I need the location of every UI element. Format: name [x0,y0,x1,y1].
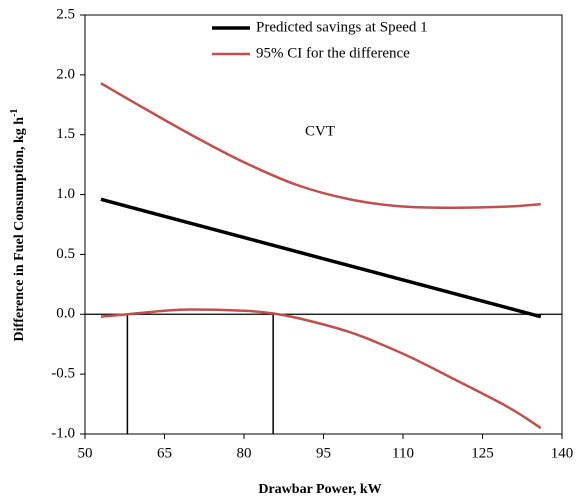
legend-label: 95% CI for the difference [256,45,410,61]
plot-frame [84,14,563,435]
x-tick-label: 125 [471,445,494,461]
x-axis-label: Drawbar Power, kW [258,482,381,497]
x-tick-label: 140 [551,445,574,461]
y-axis-label: Difference in Fuel Consumption, kg h-1 [9,109,27,342]
y-tick-label: 0.5 [56,246,75,262]
y-axis-label-sup: -1 [9,109,20,117]
x-tick-label: 95 [316,445,331,461]
y-tick-label: -0.5 [51,366,75,382]
legend-label: Predicted savings at Speed 1 [256,19,428,35]
x-tick-label: 80 [237,445,252,461]
y-tick-label: 2.5 [56,6,75,22]
y-tick-label: 1.5 [56,126,75,142]
series-line [100,308,542,430]
series-line [100,197,542,319]
y-tick-label: 2.0 [56,66,75,82]
x-tick-label: 65 [157,445,172,461]
series-line [100,82,541,209]
x-tick-label: 110 [392,445,414,461]
y-axis-label-main: Difference in Fuel Consumption, kg h [12,117,27,342]
y-tick-label: -1.0 [51,425,75,441]
x-tick-label: 50 [78,445,93,461]
y-tick-label: 0.0 [56,306,75,322]
y-tick-label: 1.0 [56,186,75,202]
annotation: CVT [305,123,335,139]
